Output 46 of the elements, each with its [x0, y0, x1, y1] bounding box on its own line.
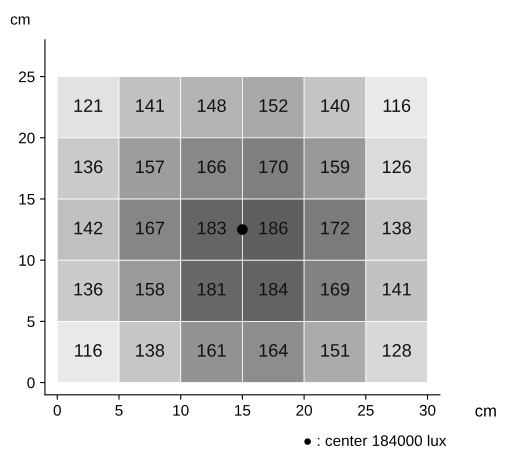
y-tick-label: 5 — [27, 316, 35, 328]
data-label: 166 — [198, 160, 226, 174]
data-label: 181 — [198, 282, 226, 296]
data-label: 121 — [74, 99, 102, 112]
data-label: 138 — [136, 344, 164, 357]
x-tick-label: 0 — [54, 404, 61, 416]
y-axis-title: cm — [10, 16, 30, 25]
data-label: 167 — [136, 222, 164, 234]
x-tick-label: 25 — [358, 404, 374, 416]
data-label: 161 — [198, 344, 226, 357]
data-label: 157 — [136, 160, 164, 174]
y-tick-label: 0 — [27, 377, 35, 388]
data-label: 116 — [384, 99, 410, 112]
data-label: 128 — [382, 344, 411, 357]
data-label: 152 — [260, 99, 288, 112]
data-label: 138 — [382, 222, 411, 234]
x-axis-title: cm — [475, 408, 496, 417]
data-label: 170 — [260, 160, 288, 174]
data-label: 136 — [74, 282, 102, 296]
x-tick-label: 10 — [173, 404, 189, 416]
data-label: 172 — [321, 222, 350, 234]
y-tick-label: 20 — [19, 132, 35, 144]
data-label: 164 — [260, 344, 288, 357]
text: ● : center 184000 lux — [304, 434, 446, 446]
y-tick-label: 15 — [19, 194, 35, 205]
data-label: 140 — [321, 99, 350, 112]
data-label: 183 — [198, 222, 226, 234]
data-label: 184 — [260, 282, 288, 296]
data-label: 136 — [74, 160, 102, 174]
data-label: 169 — [321, 282, 350, 296]
data-label: 141 — [136, 99, 164, 112]
y-tick-label: 10 — [19, 255, 35, 266]
x-tick-label: 30 — [420, 404, 436, 416]
data-label: 159 — [321, 160, 350, 174]
x-tick-label: 15 — [235, 405, 250, 416]
data-label: 142 — [74, 222, 102, 234]
data-label: 141 — [382, 283, 411, 296]
y-tick-label: 25 — [19, 71, 35, 82]
x-tick-label: 5 — [115, 405, 123, 416]
data-label: 126 — [382, 160, 411, 174]
x-tick-label: 20 — [296, 404, 312, 416]
data-label: 186 — [260, 222, 288, 234]
data-label: 116 — [75, 344, 102, 357]
data-label: 151 — [321, 344, 350, 357]
data-label: 148 — [198, 99, 226, 112]
data-label: 158 — [136, 282, 164, 296]
